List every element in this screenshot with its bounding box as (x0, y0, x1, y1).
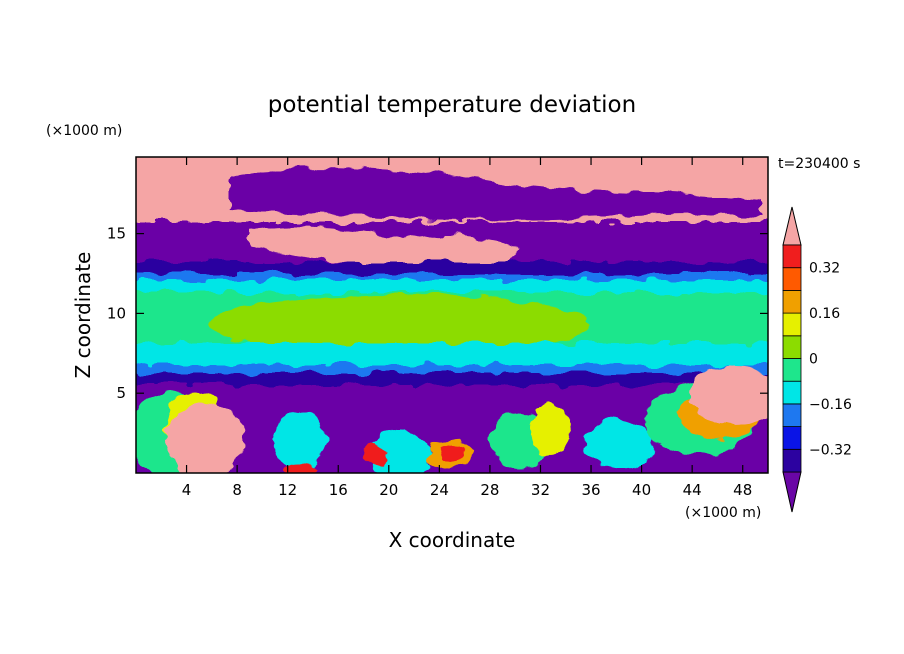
x-tick-label: 48 (733, 481, 752, 499)
x-tick-label: 8 (232, 481, 242, 499)
colorbar-bin (782, 403, 802, 427)
x-tick-label: 36 (581, 481, 600, 499)
bl-red-8 (284, 464, 316, 473)
region-mid-lightgreen (210, 295, 590, 355)
bl-warm-1 (165, 405, 245, 473)
x-tick-label: 28 (480, 481, 499, 499)
x-tick-label: 12 (278, 481, 297, 499)
bl-red-7 (363, 445, 387, 465)
band-dark-lower (136, 373, 768, 385)
colorbar-label: 0 (809, 352, 818, 368)
colorbar: 0.32 0.16 0 −0.16 −0.32 (782, 206, 852, 513)
y-unit-label: (×1000 m) (46, 123, 122, 139)
colorbar-label: 0.32 (809, 261, 840, 277)
time-label: t=230400 s (778, 156, 860, 172)
x-axis-label: X coordinate (389, 528, 516, 552)
colorbar-bin (782, 426, 802, 450)
x-tick-label: 40 (632, 481, 651, 499)
x-tick-label: 16 (329, 481, 348, 499)
contour-field (136, 157, 768, 473)
colorbar-bin (782, 244, 802, 269)
colorbar-label: −0.32 (809, 442, 852, 458)
band-cyan-lower (136, 343, 768, 365)
bl-cyan-5 (585, 420, 655, 470)
band-cyan-upper (136, 280, 768, 292)
y-axis-label: Z coordinate (71, 252, 95, 379)
bl-warm-6 (690, 365, 768, 425)
colorbar-bin (782, 335, 802, 359)
bl-yellow-4 (530, 405, 570, 455)
y-axis: 5 10 15 (107, 225, 768, 402)
x-axis: 4 8 12 16 20 24 28 32 36 40 44 48 (182, 157, 752, 499)
bl-cyan-2 (275, 410, 325, 470)
y-tick-label: 15 (107, 225, 126, 243)
band-blue-lower (136, 365, 768, 373)
bl-cyan-3 (370, 430, 430, 473)
colorbar-bin (782, 448, 802, 473)
colorbar-label: 0.16 (809, 306, 840, 322)
colorbar-label: −0.16 (809, 397, 852, 413)
colorbar-bin (782, 380, 802, 405)
x-tick-label: 44 (683, 481, 702, 499)
colorbar-bin (782, 312, 802, 337)
x-tick-label: 20 (379, 481, 398, 499)
cold-intrusion-upper (230, 167, 760, 221)
band-blue (136, 274, 768, 280)
bl-red-3 (440, 447, 464, 463)
x-unit-label: (×1000 m) (685, 505, 761, 521)
colorbar-bin (782, 358, 802, 382)
colorbar-bin (782, 289, 802, 314)
chart-title: potential temperature deviation (268, 92, 636, 118)
x-tick-label: 4 (182, 481, 192, 499)
y-tick-label: 5 (116, 384, 126, 402)
y-tick-label: 10 (107, 304, 126, 322)
x-tick-label: 24 (430, 481, 449, 499)
x-tick-label: 32 (531, 481, 550, 499)
band-dark-cold (136, 262, 768, 274)
plot-frame (135, 156, 769, 474)
colorbar-bin (782, 267, 802, 291)
colorbar-extend-min (782, 471, 802, 513)
colorbar-extend-max (782, 206, 802, 246)
